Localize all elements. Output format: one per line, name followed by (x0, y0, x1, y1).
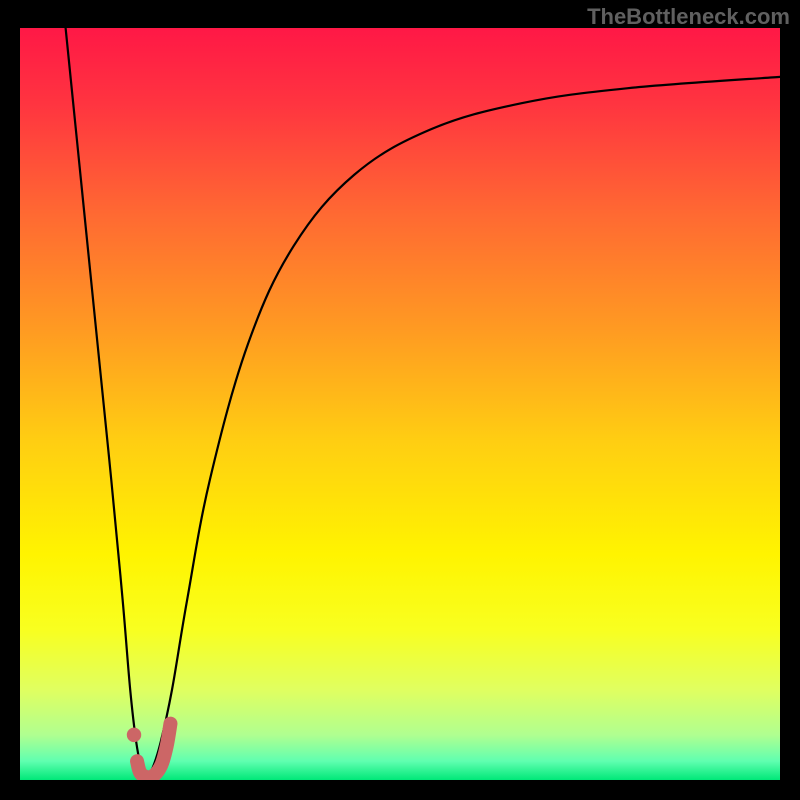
plot-svg (20, 28, 780, 780)
plot-area (20, 28, 780, 780)
chart-container: TheBottleneck.com (0, 0, 800, 800)
plot-background (20, 28, 780, 780)
marker-j-dot (127, 728, 141, 742)
watermark-text: TheBottleneck.com (587, 4, 790, 30)
